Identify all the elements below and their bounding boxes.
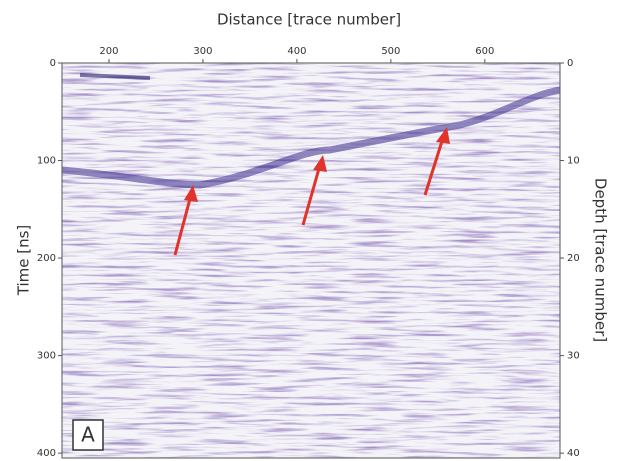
panel-label-box <box>72 419 104 451</box>
y-tick-label: 300 <box>37 351 56 362</box>
y2-tick-label: 30 <box>567 351 580 362</box>
y-axis-title: Time [ns] <box>15 225 33 297</box>
reflector <box>62 86 560 189</box>
y2-axis-title: Depth [trace number] <box>592 178 610 342</box>
y-tick-label: 100 <box>37 156 56 167</box>
y-tick-label: 0 <box>50 58 56 69</box>
y2-tick-label: 40 <box>567 448 580 459</box>
y-tick-label: 400 <box>37 448 56 459</box>
arrow-head <box>313 155 327 172</box>
panel-label: A <box>81 423 95 447</box>
y-tick-label: 200 <box>37 253 56 264</box>
arrows <box>173 127 450 256</box>
y2-tick-label: 20 <box>567 253 580 264</box>
noise-texture <box>62 63 560 458</box>
x-tick-label: 200 <box>99 46 118 57</box>
arrow <box>423 137 445 196</box>
arrow-head <box>436 127 450 144</box>
y2-tick-label: 10 <box>567 156 580 167</box>
arrow <box>173 194 193 256</box>
x-axis-title: Distance [trace number] <box>217 11 401 29</box>
arrow-head <box>184 185 198 202</box>
x-tick-label: 400 <box>287 46 306 57</box>
radargram-image <box>62 63 560 458</box>
arrow <box>301 164 322 226</box>
x-tick-label: 600 <box>475 46 494 57</box>
y2-tick-label: 0 <box>567 58 573 69</box>
plot-frame <box>61 62 561 459</box>
x-tick-label: 300 <box>193 46 212 57</box>
surface-reflection <box>79 73 151 80</box>
x-tick-label: 500 <box>381 46 400 57</box>
